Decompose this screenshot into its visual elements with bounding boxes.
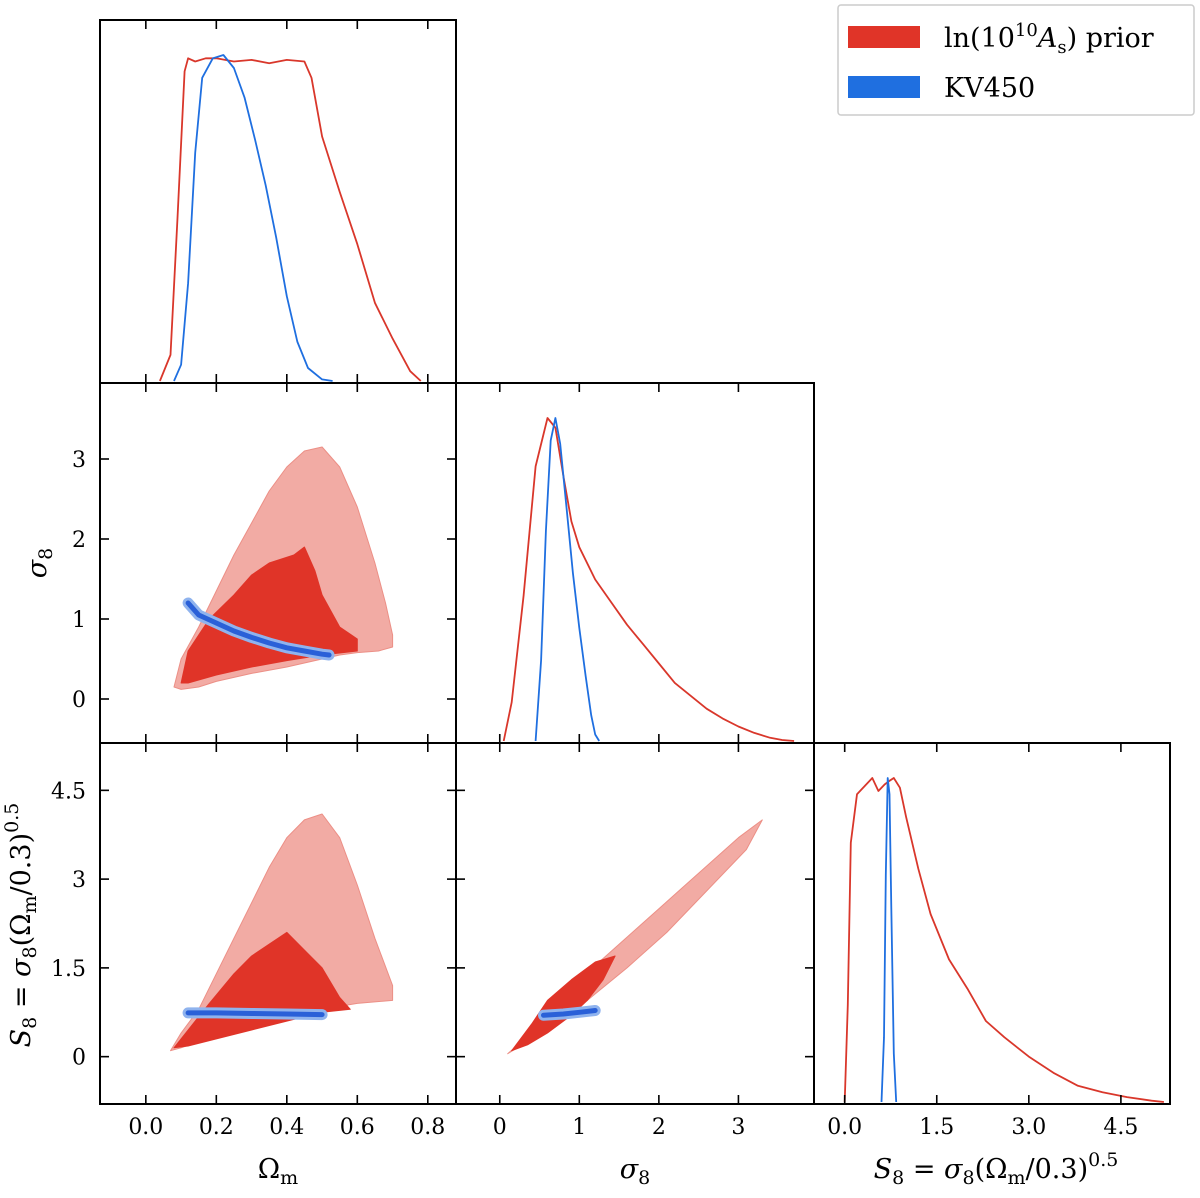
marginal-curves xyxy=(159,54,1164,1103)
sigma8-x-tick-label: 2 xyxy=(652,1115,666,1140)
panel-frame-1-1 xyxy=(455,382,815,744)
sigma8-y-tick-label: 2 xyxy=(72,528,86,553)
sigma8-marginal-curve-kv450 xyxy=(534,417,600,742)
s8-marginal-curve-prior xyxy=(843,777,1164,1103)
sigma8-x-tick-label: 1 xyxy=(572,1115,586,1140)
sigma8-x-tick-label: 0 xyxy=(493,1115,507,1140)
legend: ln(1010As) prior KV450 xyxy=(837,4,1195,116)
s8-vs-sigma8-kv450-68 xyxy=(541,1008,598,1018)
x-axis-label-s8: S8 = σ8(Ωm/0.3)0.5 xyxy=(874,1149,1119,1189)
panel-frame-2-2 xyxy=(813,742,1171,1105)
sigma8-y-tick-label: 3 xyxy=(72,448,86,473)
sigma8-marginal-curve-prior xyxy=(502,417,795,742)
s8-vs-sigma8-prior-68 xyxy=(511,955,616,1052)
s8-x-tick-label: 3.0 xyxy=(1011,1115,1046,1140)
s8-vs-omega-m-kv450-68 xyxy=(185,1010,325,1018)
panel-frames xyxy=(99,19,1171,1105)
s8-y-tick-label: 3 xyxy=(72,868,86,893)
x-axis-label-sigma8: σ8 xyxy=(620,1154,651,1189)
legend-swatch-prior xyxy=(848,26,920,48)
sigma8-vs-omega-m-kv450-68 xyxy=(185,600,332,658)
s8-x-tick-label: 4.5 xyxy=(1103,1115,1138,1140)
s8-vs-omega-m-prior-68 xyxy=(173,931,351,1049)
x-axis-label-omega-m: Ωm xyxy=(258,1154,298,1189)
s8-x-tick-label: 0.0 xyxy=(827,1115,862,1140)
axis-ticks: 0.0 0.2 0.4 0.6 0.8 0 1 2 3 0.0 1.5 3.0 4.5 0 1 2 3 0 1.5 3… xyxy=(51,20,1138,1140)
sigma8-y-tick-label: 1 xyxy=(72,608,86,633)
s8-y-tick-label: 0 xyxy=(72,1046,86,1071)
omega-m-x-tick-label: 0.2 xyxy=(199,1115,234,1140)
omega-m-marginal-curve-kv450 xyxy=(173,54,333,382)
omega-m-x-tick-label: 0.8 xyxy=(410,1115,445,1140)
sigma8-y-tick-label: 0 xyxy=(72,688,86,713)
sigma8-x-tick-label: 3 xyxy=(731,1115,745,1140)
y-axis-label-sigma8: σ8 xyxy=(22,548,57,579)
s8-y-tick-label: 1.5 xyxy=(51,957,86,982)
omega-m-x-tick-label: 0.6 xyxy=(340,1115,375,1140)
omega-m-marginal-curve-prior xyxy=(159,57,422,382)
panel-frame-0-0 xyxy=(99,19,457,384)
omega-m-x-tick-label: 0.4 xyxy=(269,1115,304,1140)
panel-frame-1-2 xyxy=(455,742,815,1105)
s8-marginal-curve-kv450 xyxy=(880,777,898,1103)
legend-label-prior: ln(1010As) prior xyxy=(944,20,1154,58)
s8-y-tick-label: 4.5 xyxy=(51,779,86,804)
y-axis-label-s8: S8 = σ8(Ωm/0.3)0.5 xyxy=(1,803,41,1048)
s8-x-tick-label: 1.5 xyxy=(919,1115,954,1140)
omega-m-x-tick-label: 0.0 xyxy=(128,1115,163,1140)
legend-box xyxy=(837,4,1195,116)
legend-swatch-kv450 xyxy=(848,76,920,98)
contour-fills xyxy=(170,446,763,1055)
legend-label-kv450: KV450 xyxy=(944,73,1035,104)
